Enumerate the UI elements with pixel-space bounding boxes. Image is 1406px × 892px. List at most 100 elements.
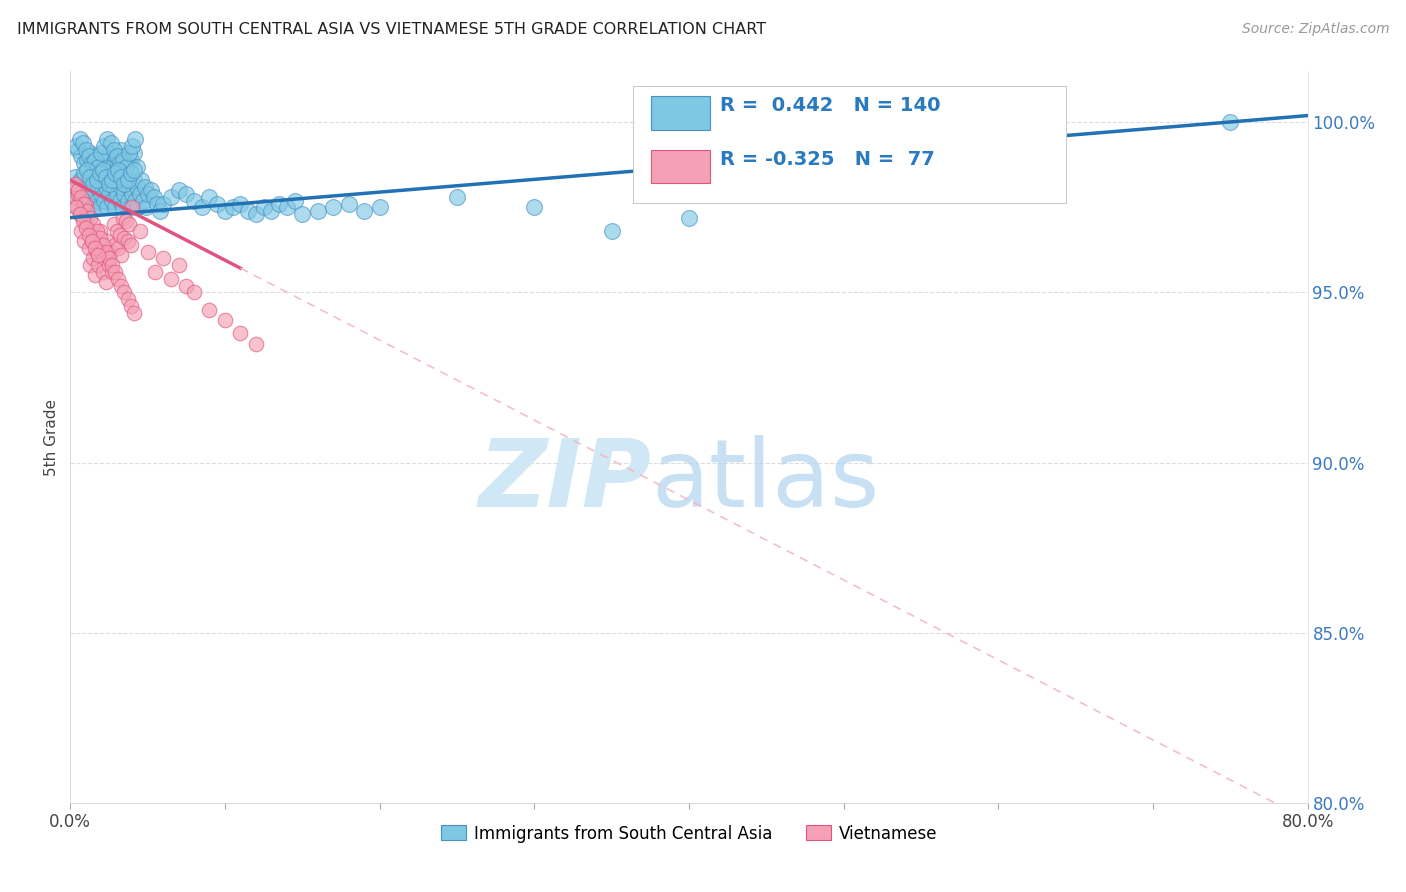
- Point: [90, 186, 112, 201]
- Point: [353, 203, 375, 218]
- Point: [105, 224, 128, 238]
- Point: [86, 173, 108, 187]
- Point: [94, 180, 117, 194]
- Point: [114, 231, 135, 245]
- Point: [69, 207, 91, 221]
- Point: [111, 211, 134, 225]
- Point: [110, 169, 132, 184]
- Point: [87, 160, 110, 174]
- Point: [134, 180, 156, 194]
- Point: [105, 149, 128, 163]
- Point: [72, 177, 94, 191]
- FancyBboxPatch shape: [651, 96, 710, 130]
- Point: [63, 177, 86, 191]
- Point: [101, 173, 124, 187]
- Point: [86, 224, 108, 238]
- Point: [103, 180, 125, 194]
- Point: [67, 177, 90, 191]
- Point: [103, 218, 125, 232]
- Point: [174, 186, 197, 201]
- Point: [142, 190, 165, 204]
- Point: [114, 285, 135, 300]
- Point: [98, 252, 120, 266]
- Point: [101, 265, 124, 279]
- Point: [115, 173, 138, 187]
- Point: [79, 180, 101, 194]
- Point: [253, 201, 276, 215]
- Point: [107, 241, 129, 255]
- Point: [76, 218, 98, 232]
- Point: [76, 153, 98, 167]
- Point: [104, 201, 127, 215]
- Point: [100, 136, 122, 150]
- Point: [98, 177, 120, 191]
- Point: [1219, 115, 1241, 129]
- Point: [67, 201, 90, 215]
- Legend: Immigrants from South Central Asia, Vietnamese: Immigrants from South Central Asia, Viet…: [434, 818, 943, 849]
- Point: [120, 238, 142, 252]
- Point: [139, 183, 162, 197]
- Point: [67, 186, 90, 201]
- Point: [167, 183, 190, 197]
- Point: [70, 149, 93, 163]
- Point: [75, 197, 97, 211]
- Point: [600, 224, 623, 238]
- Text: R =  0.442   N = 140: R = 0.442 N = 140: [720, 96, 941, 115]
- Point: [229, 197, 252, 211]
- Point: [322, 201, 344, 215]
- Point: [90, 244, 112, 259]
- Point: [93, 194, 115, 208]
- Text: atlas: atlas: [652, 435, 880, 527]
- Point: [152, 252, 174, 266]
- Point: [110, 143, 132, 157]
- Point: [87, 258, 110, 272]
- Point: [70, 186, 93, 201]
- Point: [101, 258, 124, 272]
- Point: [214, 203, 236, 218]
- Point: [198, 302, 221, 317]
- Point: [70, 173, 93, 187]
- Point: [79, 211, 101, 225]
- Point: [183, 194, 205, 208]
- Point: [62, 190, 84, 204]
- Point: [222, 201, 245, 215]
- Point: [79, 146, 101, 161]
- Point: [103, 143, 125, 157]
- Point: [76, 163, 98, 178]
- Point: [129, 224, 152, 238]
- Point: [191, 201, 214, 215]
- Point: [73, 197, 96, 211]
- Point: [100, 244, 122, 259]
- Point: [94, 244, 117, 259]
- Point: [107, 163, 129, 178]
- Point: [89, 224, 111, 238]
- Point: [117, 173, 139, 187]
- Point: [291, 207, 314, 221]
- Point: [101, 194, 124, 208]
- Point: [368, 201, 391, 215]
- Point: [115, 160, 138, 174]
- Point: [91, 238, 114, 252]
- Point: [152, 197, 174, 211]
- Point: [89, 201, 111, 215]
- Point: [307, 203, 329, 218]
- Point: [245, 207, 267, 221]
- Point: [65, 180, 87, 194]
- Point: [75, 143, 97, 157]
- Point: [79, 258, 101, 272]
- Point: [86, 149, 108, 163]
- Point: [105, 186, 128, 201]
- Point: [73, 235, 96, 249]
- Point: [75, 183, 97, 197]
- Point: [72, 211, 94, 225]
- Point: [70, 190, 93, 204]
- Point: [122, 306, 145, 320]
- Point: [131, 173, 153, 187]
- Point: [84, 153, 107, 167]
- Point: [98, 186, 120, 201]
- Point: [160, 272, 183, 286]
- Point: [94, 169, 117, 184]
- Point: [87, 180, 110, 194]
- Point: [114, 177, 135, 191]
- Point: [80, 201, 103, 215]
